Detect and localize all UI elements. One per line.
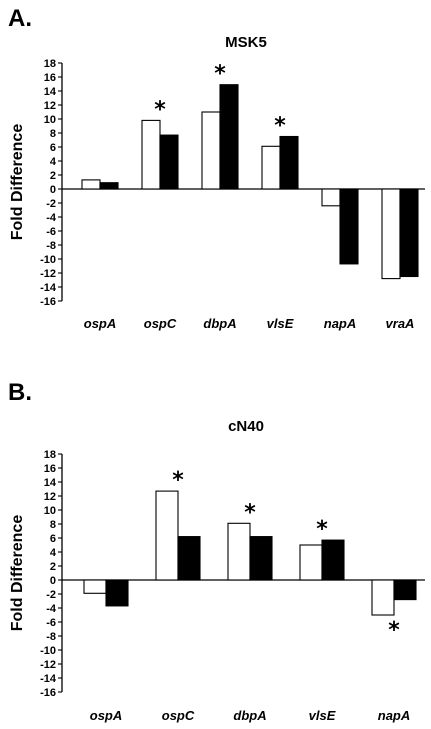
panel-a-y-tick-label: -8 bbox=[46, 240, 56, 252]
panel-a-bar-dbpA-black bbox=[219, 84, 239, 190]
panel-a-y-tick-label: 6 bbox=[50, 142, 56, 154]
panel-b-y-tick-label: -2 bbox=[46, 589, 56, 601]
panel-b-y-tick-label: 12 bbox=[44, 491, 56, 503]
panel-b-y-tick-label: 4 bbox=[50, 547, 57, 559]
panel-b-x-tick-label-napA: napA bbox=[378, 708, 411, 723]
panel-a-bar-ospC-black bbox=[159, 134, 179, 190]
panel-b-bar-ospA-black bbox=[105, 579, 129, 607]
panel-a-significance-ospC: * bbox=[154, 97, 166, 122]
panel-a-bar-vlsE-black bbox=[279, 135, 299, 190]
panel-a-y-tick-label: -12 bbox=[40, 268, 56, 280]
panel-b-y-axis-label: Fold Difference bbox=[9, 515, 26, 632]
panel-b-bar-napA-black bbox=[393, 579, 417, 601]
panel-b-bar-dbpA-black bbox=[249, 536, 273, 581]
panel-a-bar-napA-white bbox=[321, 188, 341, 207]
panel-b-significance-ospC: * bbox=[172, 468, 184, 493]
panel-a-y-tick-label: 12 bbox=[44, 100, 56, 112]
panel-a: A. MSK5 Fold Difference 18 16 14 12 10 8 6 4 2 0 -… bbox=[8, 5, 425, 331]
panel-a-x-tick-label-vraA: vraA bbox=[386, 316, 415, 331]
panel-b-y-tick-label: 18 bbox=[44, 449, 56, 461]
panel-b-significance-vlsE: * bbox=[316, 517, 328, 542]
panel-b-y-tick-label: -14 bbox=[40, 673, 57, 685]
panel-b-bar-vlsE-white bbox=[299, 544, 323, 581]
panel-b-y-tick-label: 16 bbox=[44, 463, 56, 475]
panel-a-y-tick-label: 10 bbox=[44, 114, 56, 126]
panel-a-bar-dbpA-white bbox=[201, 111, 221, 190]
panel-a-y-tick-label: -6 bbox=[46, 226, 56, 238]
panel-a-y-tick-label: -4 bbox=[46, 212, 57, 224]
panel-a-y-tick-label: 2 bbox=[50, 170, 56, 182]
panel-a-y-tick-label: 8 bbox=[50, 128, 56, 140]
panel-a-x-tick-label-vlsE: vlsE bbox=[267, 316, 294, 331]
panel-b-significance-dbpA: * bbox=[244, 500, 256, 525]
panel-b-title: cN40 bbox=[228, 418, 264, 435]
panel-a-bar-ospA-black bbox=[99, 182, 119, 190]
panel-a-bar-ospA-white bbox=[81, 179, 101, 190]
panel-b-x-tick-label-ospA: ospA bbox=[90, 708, 123, 723]
panel-a-y-tick-label: -10 bbox=[40, 254, 56, 266]
panel-b-bar-dbpA-white bbox=[227, 522, 251, 581]
panel-b-plot: 18 16 14 12 10 8 6 4 2 0 -2 -4 -6 -8 -10 -12 -14 -16 ospA o… bbox=[40, 449, 425, 723]
panel-b-y-tick-label: 8 bbox=[50, 519, 56, 531]
panel-a-x-tick-label-napA: napA bbox=[324, 316, 357, 331]
panel-a-y-tick-label: 0 bbox=[50, 184, 56, 196]
panel-b-y-tick-label: -12 bbox=[40, 659, 56, 671]
panel-b-y-tick-label: -4 bbox=[46, 603, 57, 615]
panel-b-x-tick-label-dbpA: dbpA bbox=[233, 708, 266, 723]
panel-b-significance-napA: * bbox=[388, 618, 400, 643]
panel-a-bar-vraA-white bbox=[381, 188, 401, 280]
panel-b-y-tick-label: 0 bbox=[50, 575, 56, 587]
panel-a-bar-ospC-white bbox=[141, 119, 161, 190]
panel-b-bar-ospC-white bbox=[155, 490, 179, 581]
panel-a-bar-vraA-black bbox=[399, 188, 419, 278]
panel-b-bar-napA-white bbox=[371, 579, 395, 616]
panel-b-x-tick-label-ospC: ospC bbox=[162, 708, 195, 723]
panel-b-label: B. bbox=[8, 379, 32, 406]
panel-a-bar-napA-black bbox=[339, 188, 359, 265]
panel-b-y-tick-label: 6 bbox=[50, 533, 56, 545]
panel-a-title: MSK5 bbox=[225, 34, 267, 51]
panel-a-plot: 18 16 14 12 10 8 6 4 2 0 -2 -4 -6 -8 -10 -12 -14 -16 ospA o… bbox=[40, 58, 425, 331]
panel-a-bar-vlsE-white bbox=[261, 145, 281, 190]
panel-b-y-tick-label: 10 bbox=[44, 505, 56, 517]
panel-a-significance-dbpA: * bbox=[214, 62, 226, 87]
panel-a-label: A. bbox=[8, 5, 32, 32]
panel-b-bar-ospC-black bbox=[177, 536, 201, 581]
panel-a-y-tick-label: -14 bbox=[40, 282, 57, 294]
panel-a-y-tick-label: 4 bbox=[50, 156, 57, 168]
panel-a-x-tick-label-ospA: ospA bbox=[84, 316, 117, 331]
panel-a-significance-vlsE: * bbox=[274, 114, 286, 139]
panel-a-x-tick-label-ospC: ospC bbox=[144, 316, 177, 331]
panel-a-y-tick-label: 14 bbox=[44, 86, 57, 98]
panel-b-y-tick-label: -16 bbox=[40, 687, 56, 699]
panel-b-y-tick-label: -6 bbox=[46, 617, 56, 629]
panel-b-bar-vlsE-black bbox=[321, 539, 345, 581]
panel-a-y-tick-label: 18 bbox=[44, 58, 56, 70]
panel-a-y-tick-label: -2 bbox=[46, 198, 56, 210]
panel-b-y-tick-label: 2 bbox=[50, 561, 56, 573]
panel-a-x-tick-label-dbpA: dbpA bbox=[203, 316, 236, 331]
panel-b-x-tick-label-vlsE: vlsE bbox=[309, 708, 336, 723]
panel-b-y-tick-label: -10 bbox=[40, 645, 56, 657]
panel-b-y-tick-label: 14 bbox=[44, 477, 57, 489]
panel-a-y-tick-label: 16 bbox=[44, 72, 56, 84]
panel-a-y-axis-label: Fold Difference bbox=[9, 124, 26, 241]
panel-b: B. cN40 Fold Difference 18 16 14 12 10 8 6 4 2 0 -… bbox=[8, 379, 425, 723]
panel-b-bar-ospA-white bbox=[83, 579, 107, 594]
panel-b-y-tick-label: -8 bbox=[46, 631, 56, 643]
panel-a-y-tick-label: -16 bbox=[40, 296, 56, 308]
